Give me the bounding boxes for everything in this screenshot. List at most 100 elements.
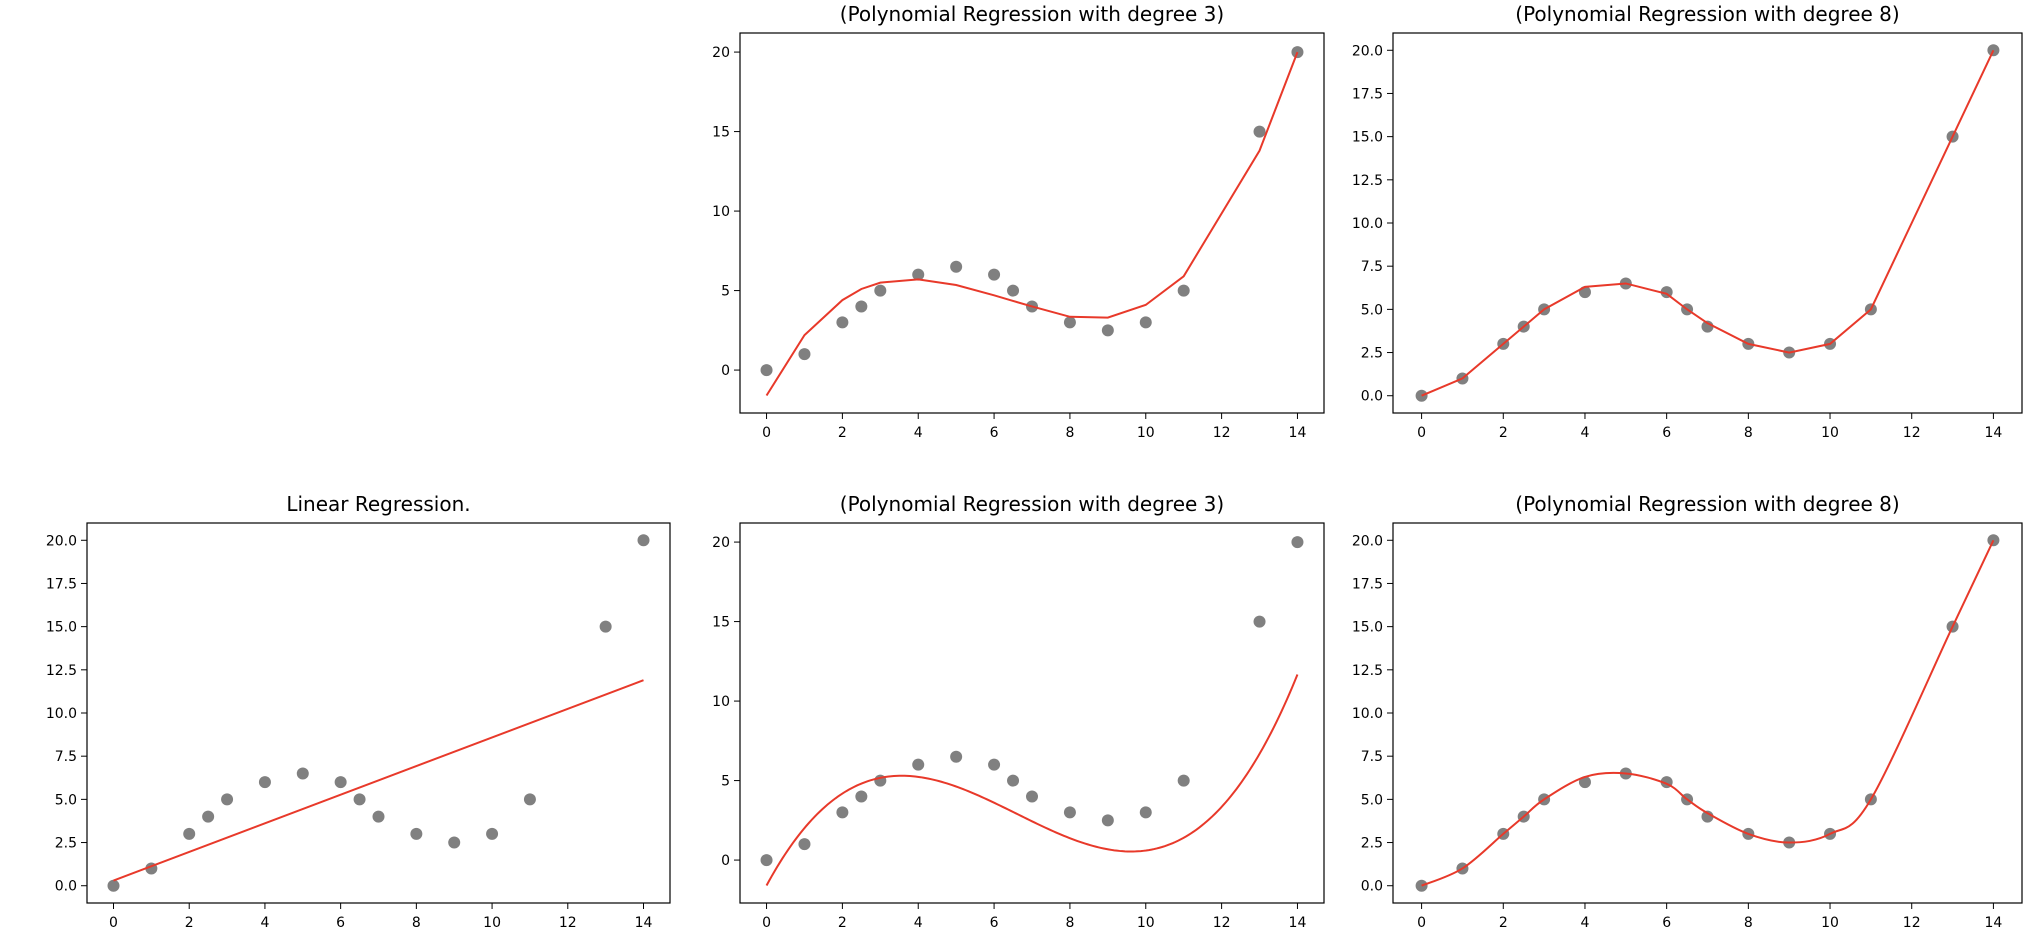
y-tick-label: 7.5 [1361, 749, 1383, 765]
data-point [760, 364, 773, 377]
data-point [1253, 125, 1266, 138]
data-point [334, 776, 347, 789]
x-tick-label: 6 [990, 425, 999, 441]
axes-frame [739, 522, 1325, 904]
data-point [1291, 536, 1304, 549]
fit-line [113, 679, 644, 882]
x-tick-label: 8 [1744, 915, 1753, 931]
data-point [410, 827, 423, 840]
data-point [950, 750, 963, 763]
x-tick-label: 4 [914, 915, 923, 931]
data-point [637, 534, 650, 547]
x-tick-label: 6 [1662, 915, 1671, 931]
x-tick-label: 10 [1137, 915, 1155, 931]
x-tick-label: 2 [185, 915, 194, 931]
x-tick-label: 6 [336, 915, 345, 931]
y-tick-label: 10 [712, 694, 730, 710]
data-point [107, 879, 120, 892]
data-point [760, 854, 773, 867]
x-tick-label: 12 [1903, 915, 1921, 931]
data-point [1101, 814, 1114, 827]
data-point [448, 836, 461, 849]
x-tick-label: 8 [1065, 425, 1074, 441]
data-point [874, 284, 887, 297]
fit-curve [765, 674, 1299, 886]
data-point [1253, 615, 1266, 628]
x-tick-label: 2 [1499, 425, 1508, 441]
data-point [1007, 284, 1020, 297]
data-point [372, 810, 385, 823]
x-tick-label: 0 [1417, 425, 1426, 441]
x-tick-label: 10 [1821, 425, 1839, 441]
axes-frame [1392, 32, 2023, 414]
data-point [798, 348, 811, 361]
data-point [836, 806, 849, 819]
y-tick-label: 0.0 [1361, 879, 1383, 895]
subplot-4: (Polynomial Regression with degree 3) 0 2 4… [712, 492, 1325, 931]
x-tick-label: 14 [1289, 915, 1307, 931]
y-tick-label: 5 [721, 774, 730, 790]
x-tick-label: 14 [635, 915, 653, 931]
data-point [1139, 316, 1152, 329]
x-tick-label: 14 [1984, 915, 2002, 931]
x-tick-label: 2 [1499, 915, 1508, 931]
data-point [202, 810, 215, 823]
data-point [296, 767, 309, 780]
subplot-1: (Polynomial Regression with degree 3) 0 2 4… [712, 2, 1325, 441]
x-tick-label: 0 [1417, 915, 1426, 931]
subplot-5: (Polynomial Regression with degree 8) 0 2 4… [1352, 492, 2023, 931]
y-tick-label: 15.0 [46, 620, 77, 636]
y-tick-label: 5.0 [55, 792, 77, 808]
y-tick-label: 15 [712, 125, 730, 141]
axes-frame [1392, 522, 2023, 904]
x-tick-label: 10 [1137, 425, 1155, 441]
fit-line [1421, 49, 1995, 397]
x-tick-label: 12 [1213, 915, 1231, 931]
x-tick-label: 8 [1744, 425, 1753, 441]
subplot-title: (Polynomial Regression with degree 8) [1515, 2, 1899, 26]
x-tick-label: 2 [838, 425, 847, 441]
y-tick-label: 20 [712, 535, 730, 551]
data-point [912, 758, 925, 771]
subplot-title: (Polynomial Regression with degree 3) [840, 2, 1224, 26]
data-point [183, 827, 196, 840]
data-point [855, 300, 868, 313]
y-tick-label: 17.5 [46, 576, 77, 592]
subplot-3: Linear Regression. 0 2 4 6 8 10 12 14 0.0 2.5 5.0 7.… [46, 492, 671, 931]
subplot-title: (Polynomial Regression with degree 3) [840, 492, 1224, 516]
fit-curve [1421, 539, 1995, 887]
x-tick-label: 0 [762, 915, 771, 931]
data-point [912, 268, 925, 281]
y-tick-label: 7.5 [55, 749, 77, 765]
y-tick-label: 15.0 [1352, 620, 1383, 636]
data-point [258, 776, 271, 789]
x-tick-label: 10 [1821, 915, 1839, 931]
data-point [798, 838, 811, 851]
y-tick-label: 12.5 [1352, 663, 1383, 679]
y-tick-label: 2.5 [1361, 346, 1383, 362]
data-point [1701, 810, 1714, 823]
y-tick-label: 0.0 [55, 879, 77, 895]
data-point [1291, 46, 1304, 59]
y-tick-label: 15.0 [1352, 130, 1383, 146]
y-tick-label: 12.5 [1352, 173, 1383, 189]
x-tick-label: 12 [1903, 425, 1921, 441]
x-tick-label: 2 [838, 915, 847, 931]
y-tick-label: 15 [712, 615, 730, 631]
subplot-title: (Polynomial Regression with degree 8) [1515, 492, 1899, 516]
subplot-2: (Polynomial Regression with degree 8) 0 2 4… [1352, 2, 2023, 441]
data-point [1177, 284, 1190, 297]
data-point [1177, 774, 1190, 787]
data-point [1139, 806, 1152, 819]
y-tick-label: 20.0 [1352, 43, 1383, 59]
y-tick-label: 0 [721, 363, 730, 379]
x-tick-label: 14 [1984, 425, 2002, 441]
data-point [836, 316, 849, 329]
x-tick-label: 14 [1289, 425, 1307, 441]
data-point [1578, 776, 1591, 789]
x-tick-label: 10 [483, 915, 501, 931]
x-tick-label: 0 [109, 915, 118, 931]
data-point [353, 793, 366, 806]
x-tick-label: 12 [559, 915, 577, 931]
